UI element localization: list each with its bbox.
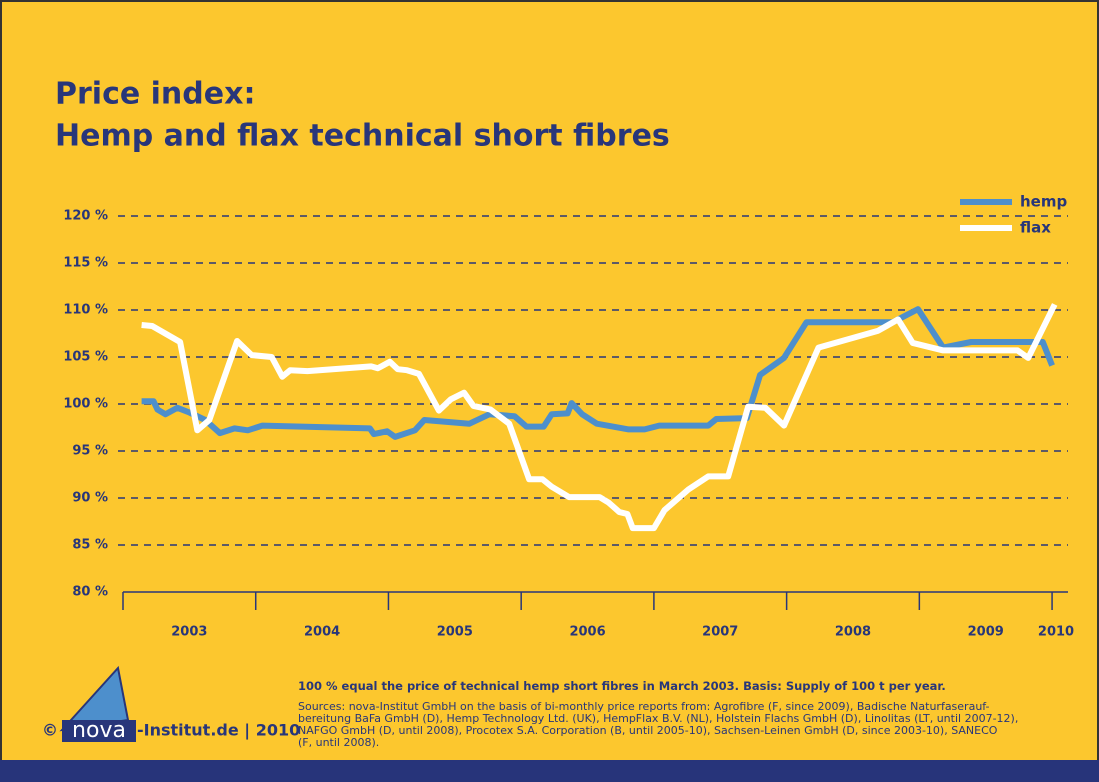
x-tick-label: 2009 [968, 625, 1004, 640]
chart-title: Price index: [55, 77, 255, 112]
chart-title: Hemp and flax technical short fibres [55, 119, 670, 154]
x-tick-label: 2005 [437, 625, 473, 640]
y-tick-label: 85 % [72, 538, 108, 553]
logo-box [62, 720, 136, 742]
footnote: 100 % equal the price of technical hemp … [298, 679, 946, 693]
y-tick-label: 120 % [63, 209, 108, 224]
legend-label: hemp [1020, 193, 1067, 211]
sources: NAFGO GmbH (D, until 2008), Procotex S.A… [298, 724, 998, 737]
sources: Sources: nova-Institut GmbH on the basis… [298, 700, 990, 713]
logo-text: -Institut.de | 2010 [137, 721, 300, 741]
y-tick-label: 80 % [72, 585, 108, 600]
logo: nova [72, 718, 126, 743]
y-tick-label: 105 % [63, 350, 108, 365]
x-tick-label: 2004 [304, 625, 340, 640]
sources: (F, until 2008). [298, 736, 379, 749]
x-tick-label: 2010 [1038, 625, 1074, 640]
sources: bereitung BaFa GmbH (D), Hemp Technology… [298, 712, 1018, 725]
y-tick-label: 95 % [72, 444, 108, 459]
line-series [141, 303, 1058, 532]
x-tick-label: 2007 [702, 625, 738, 640]
y-tick-label: 90 % [72, 491, 108, 506]
bottom-band [0, 760, 1099, 782]
y-tick-label: 115 % [63, 256, 108, 271]
x-tick-label: 2006 [569, 625, 605, 640]
footnote-bold: 100 % equal the price of technical hemp … [298, 679, 739, 693]
y-tick-label: 110 % [63, 303, 108, 318]
footnote-text: Basis: Supply of 100 t per year. [743, 679, 946, 693]
line-series [141, 306, 1055, 440]
y-tick-label: 100 % [63, 397, 108, 412]
x-tick-label: 2008 [835, 625, 871, 640]
x-tick-label: 2003 [171, 625, 207, 640]
legend-label: flax [1020, 219, 1051, 237]
copyright: © [42, 721, 58, 740]
